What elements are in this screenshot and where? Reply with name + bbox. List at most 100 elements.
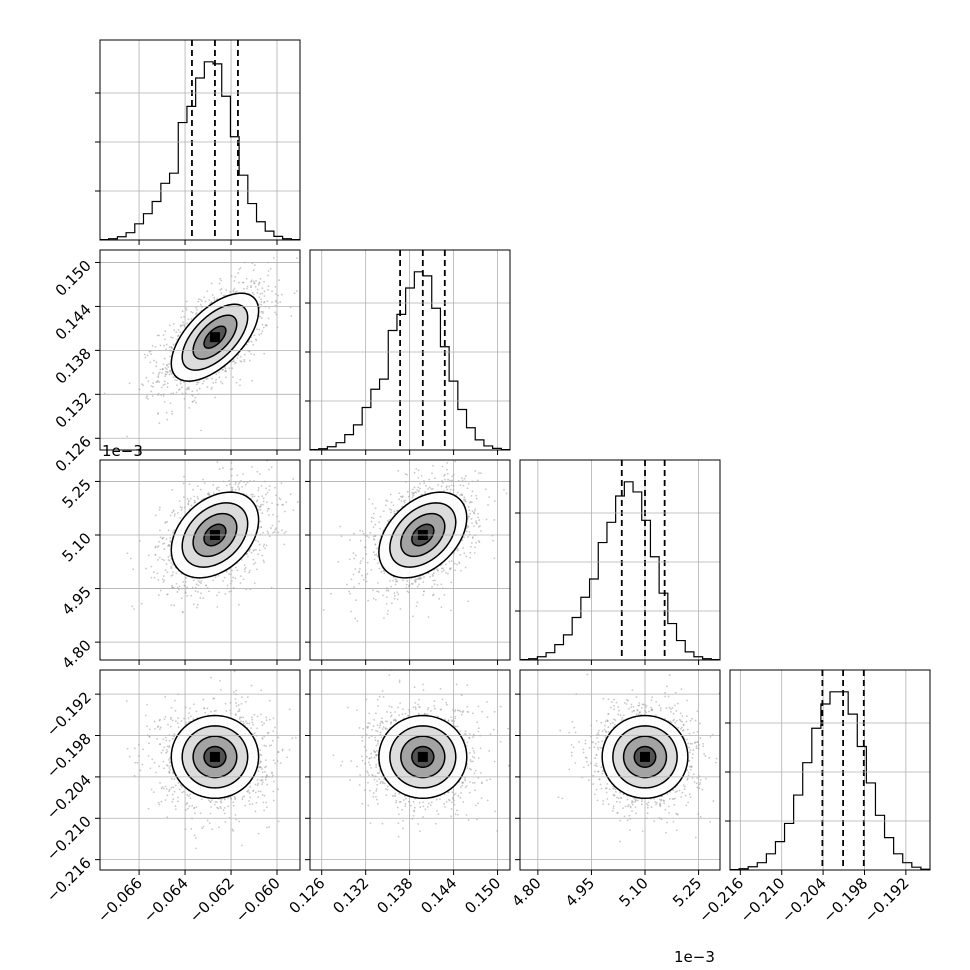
scatter-point: [172, 336, 174, 339]
scatter-point: [251, 721, 254, 724]
scatter-point: [176, 511, 179, 514]
scatter-point: [182, 482, 185, 485]
scatter-point: [204, 584, 207, 587]
scatter-point: [162, 384, 165, 386]
scatter-point: [161, 537, 164, 540]
scatter-point: [235, 290, 238, 293]
scatter-point: [245, 483, 247, 486]
scatter-point: [147, 807, 150, 810]
scatter-point: [219, 800, 222, 803]
scatter-point: [187, 318, 190, 321]
scatter-point: [454, 460, 457, 463]
scatter-point: [186, 807, 189, 810]
scatter-point: [203, 707, 205, 710]
scatter-point: [222, 467, 224, 469]
scatter-point: [433, 572, 435, 575]
scatter-point: [200, 592, 202, 595]
scatter-point: [388, 508, 391, 511]
scatter-point: [414, 491, 417, 494]
scatter-point: [183, 397, 186, 400]
scatter-point: [152, 372, 155, 374]
scatter-point: [377, 582, 379, 584]
scatter-point: [200, 582, 202, 585]
scatter-point: [243, 358, 245, 361]
histogram-step: [100, 61, 300, 240]
scatter-point: [162, 738, 165, 741]
scatter-point: [362, 578, 365, 581]
scatter-point: [150, 353, 152, 356]
scatter-point: [180, 786, 183, 788]
scatter-point: [239, 384, 241, 387]
scatter-point: [493, 519, 496, 521]
scatter-point: [276, 515, 279, 518]
scatter-point: [262, 559, 265, 562]
scatter-point: [239, 267, 242, 269]
scatter-point: [275, 299, 278, 302]
scatter-point: [448, 560, 451, 563]
scatter-point: [460, 477, 463, 479]
scatter-point: [406, 580, 409, 582]
scatter-point: [271, 524, 274, 527]
scatter-point: [215, 373, 218, 376]
scatter-point: [263, 300, 266, 303]
scatter-point: [262, 545, 265, 548]
scatter-point: [417, 486, 420, 489]
scatter-point: [296, 501, 299, 503]
scatter-point: [467, 526, 470, 528]
scatter-point: [190, 310, 192, 313]
scatter-point: [158, 765, 160, 768]
scatter-point: [414, 580, 417, 583]
scatter-point: [174, 379, 176, 381]
scatter-point: [209, 812, 212, 815]
scatter-point: [157, 594, 160, 596]
scatter-point: [231, 569, 233, 572]
scatter-point: [255, 279, 257, 282]
scatter-point: [231, 367, 234, 370]
scatter-point: [410, 582, 413, 585]
scatter-point: [263, 352, 266, 355]
scatter-point: [475, 541, 478, 544]
scatter-point: [176, 335, 179, 338]
scatter-point: [465, 527, 468, 529]
scatter-point: [428, 486, 431, 489]
scatter-point: [173, 515, 176, 517]
panel-content: [103, 257, 298, 438]
scatter-point: [365, 553, 368, 556]
scatter-point: [277, 820, 280, 823]
scatter-point: [366, 535, 368, 538]
scatter-point: [246, 481, 249, 484]
scatter-point: [213, 296, 216, 299]
scatter-point: [254, 285, 257, 288]
scatter-point: [166, 816, 169, 819]
scatter-point: [166, 371, 169, 373]
scatter-point: [171, 488, 174, 491]
scatter-point: [471, 522, 473, 525]
panel-frame: [99, 459, 301, 661]
scatter-point: [220, 292, 223, 295]
scatter-point: [417, 476, 420, 479]
scatter-point: [440, 485, 443, 488]
scatter-point: [149, 361, 152, 364]
scatter-point: [390, 509, 393, 511]
scatter-point: [133, 774, 136, 777]
scatter-point: [431, 585, 434, 588]
scatter-point: [251, 495, 254, 498]
scatter-point: [276, 326, 279, 329]
scatter-point: [252, 269, 255, 271]
scatter-point: [198, 581, 201, 584]
scatter-point: [128, 755, 131, 758]
scatter-point: [505, 492, 508, 495]
scatter-point: [196, 606, 198, 609]
scatter-point: [163, 718, 166, 721]
scatter-point: [258, 543, 261, 546]
scatter-point: [165, 368, 168, 370]
scatter-point: [190, 827, 193, 830]
scatter-point: [383, 572, 386, 575]
scatter-point: [281, 293, 283, 296]
scatter-point: [473, 552, 476, 554]
histogram-panel-1: [305, 249, 511, 455]
scatter-point: [437, 569, 439, 571]
scatter-point: [272, 257, 275, 259]
scatter-point: [187, 387, 190, 390]
scatter-point: [471, 510, 474, 513]
